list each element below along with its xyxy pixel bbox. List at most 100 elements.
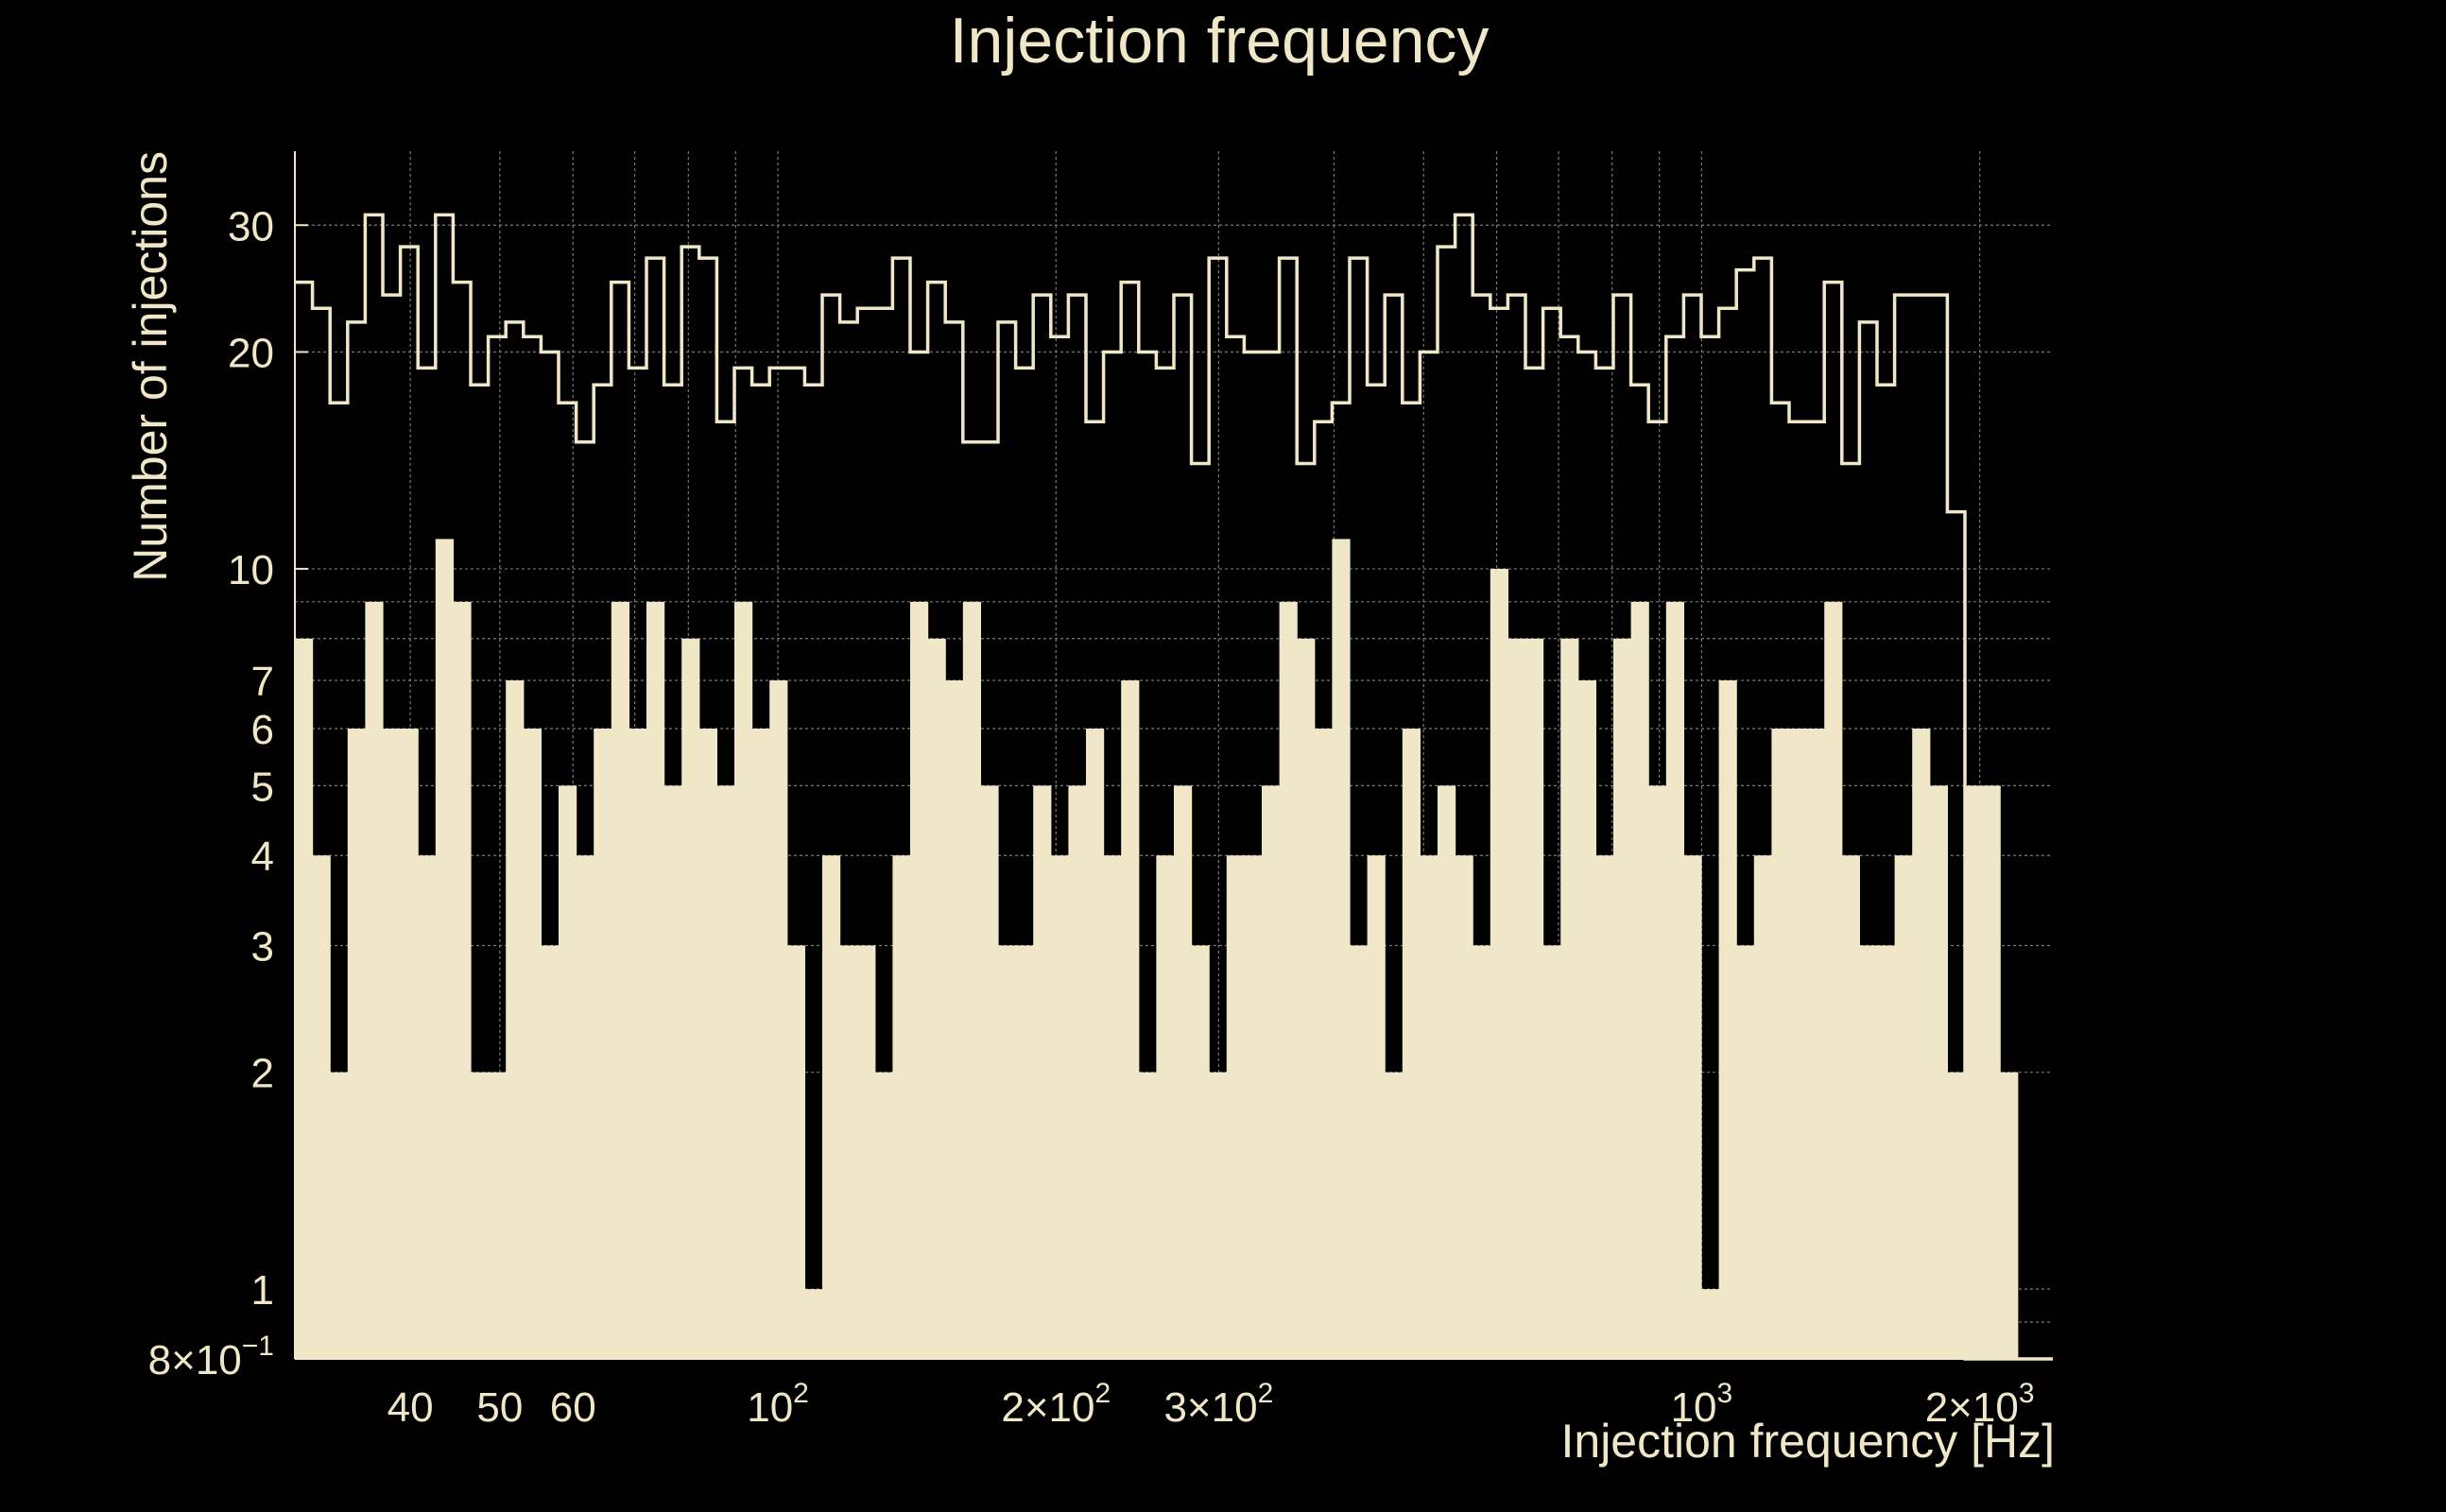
x-tick-label: 2×103 <box>1925 1378 2035 1431</box>
selected-injections-bar <box>1297 638 1316 1359</box>
selected-injections-bar <box>1402 729 1421 1359</box>
selected-injections-bar <box>1350 945 1369 1359</box>
y-tick-label: 7 <box>251 659 274 705</box>
selected-injections-bar <box>1473 945 1491 1359</box>
selected-injections-bar <box>1947 1072 1966 1359</box>
selected-injections-bar <box>892 855 911 1359</box>
selected-injections-bar <box>1033 785 1052 1359</box>
selected-injections-bar <box>1701 1289 1720 1359</box>
selected-injections-bar <box>1420 855 1438 1359</box>
selected-injections-bar <box>1262 785 1281 1359</box>
selected-injections-bar <box>2000 1072 2019 1359</box>
selected-injections-bar <box>1965 785 1984 1359</box>
selected-injections-bar <box>1894 855 1913 1359</box>
selected-injections-bar <box>822 855 841 1359</box>
selected-injections-bar <box>559 785 577 1359</box>
selected-injections-bar <box>488 1072 507 1359</box>
selected-injections-bar <box>980 785 999 1359</box>
selected-injections-bar <box>1332 539 1351 1359</box>
selected-injections-bar <box>1929 785 1948 1359</box>
x-tick-label: 2×102 <box>1001 1378 1111 1431</box>
selected-injections-bar <box>1648 785 1667 1359</box>
selected-injections-bar <box>1753 855 1772 1359</box>
selected-injections-bar <box>1050 855 1069 1359</box>
selected-injections-bar <box>418 855 437 1359</box>
y-tick-label: 10 <box>228 547 274 593</box>
selected-injections-bar <box>1226 855 1245 1359</box>
selected-injections-bar <box>1367 855 1386 1359</box>
selected-injections-bar <box>1015 945 1034 1359</box>
selected-injections-bar <box>1736 945 1755 1359</box>
selected-injections-bar <box>1455 855 1473 1359</box>
selected-injections-bar <box>629 729 647 1359</box>
selected-injections-bar <box>295 638 314 1359</box>
selected-injections-bar <box>839 945 858 1359</box>
selected-injections-bar <box>962 601 981 1359</box>
selected-injections-bar <box>541 945 560 1359</box>
selected-injections-bar <box>1191 945 1210 1359</box>
y-axis-label: Number of injections <box>124 151 177 582</box>
selected-injections-bar <box>1490 568 1508 1359</box>
selected-injections-bar <box>910 601 929 1359</box>
selected-injections-bar <box>1683 855 1702 1359</box>
selected-injections-bar <box>1156 855 1175 1359</box>
selected-injections-bar <box>945 679 964 1359</box>
y-tick-label: 3 <box>251 923 274 970</box>
selected-injections-bar <box>1912 729 1931 1359</box>
selected-injections-bar <box>383 729 402 1359</box>
all-injections-step-line <box>295 213 2053 1361</box>
x-tick-label: 50 <box>476 1384 523 1431</box>
selected-injections-bar <box>1542 945 1561 1359</box>
selected-injections-bar <box>1279 601 1298 1359</box>
selected-injections-bar <box>523 729 542 1359</box>
selected-injections-bar <box>1068 785 1087 1359</box>
selected-injections-bar <box>453 601 472 1359</box>
selected-injections-bar <box>698 729 717 1359</box>
selected-injections-bar <box>347 729 366 1359</box>
selected-injections-bar <box>400 729 419 1359</box>
selected-injections-bar <box>663 785 682 1359</box>
selected-injections-bar <box>1138 1072 1157 1359</box>
selected-injections-bar <box>1877 945 1896 1359</box>
axes <box>294 151 2053 1360</box>
selected-injections-bar <box>857 945 876 1359</box>
x-tick-label: 102 <box>747 1378 809 1431</box>
selected-injections-bar <box>506 679 525 1359</box>
selected-injections-bar <box>1103 855 1122 1359</box>
selected-injections-bar <box>751 729 770 1359</box>
selected-injections-bar <box>435 539 454 1359</box>
selected-injections-bar <box>1841 855 1860 1359</box>
all-injections-outline <box>295 213 2053 1361</box>
x-tick-label: 103 <box>1671 1378 1733 1431</box>
y-tick-label: 20 <box>228 330 274 376</box>
y-tick-label: 6 <box>251 707 274 753</box>
selected-injections-bar <box>312 855 331 1359</box>
selected-injections-bar <box>1086 729 1105 1359</box>
selected-injections-bar <box>1560 638 1579 1359</box>
selected-injections-bar <box>330 1072 349 1359</box>
y-tick-label: 4 <box>251 833 274 880</box>
selected-injections-bar <box>1314 729 1333 1359</box>
selected-injections-bar <box>874 1072 893 1359</box>
y-tick-label: 8×10−1 <box>148 1331 274 1383</box>
selected-injections-bar <box>1771 729 1790 1359</box>
selected-injections-bar <box>611 601 629 1359</box>
tick-labels: 40 50 60 102 2×102 3×102 103 2×103 8×10−1 1 2 3 4 5 67… <box>148 203 2035 1431</box>
selected-injections-bar <box>1630 601 1649 1359</box>
selected-injections-bar <box>1507 638 1526 1359</box>
selected-injections-bar <box>1595 855 1614 1359</box>
selected-injections-bar <box>769 679 788 1359</box>
selected-injections-bar <box>594 729 612 1359</box>
selected-injections-bar <box>1174 785 1193 1359</box>
y-tick-label: 2 <box>251 1051 274 1097</box>
selected-injections-bar <box>1982 785 2001 1359</box>
selected-injections-bar <box>1525 638 1544 1359</box>
selected-injections-bar <box>681 638 700 1359</box>
selected-injections-bar <box>1824 601 1843 1359</box>
x-axis-label: Injection frequency [Hz] <box>1561 1415 2056 1468</box>
selected-injections-bar <box>1121 679 1140 1359</box>
selected-injections-bar <box>576 855 594 1359</box>
y-tick-label: 30 <box>228 203 274 249</box>
selected-injections-bar <box>1577 679 1596 1359</box>
